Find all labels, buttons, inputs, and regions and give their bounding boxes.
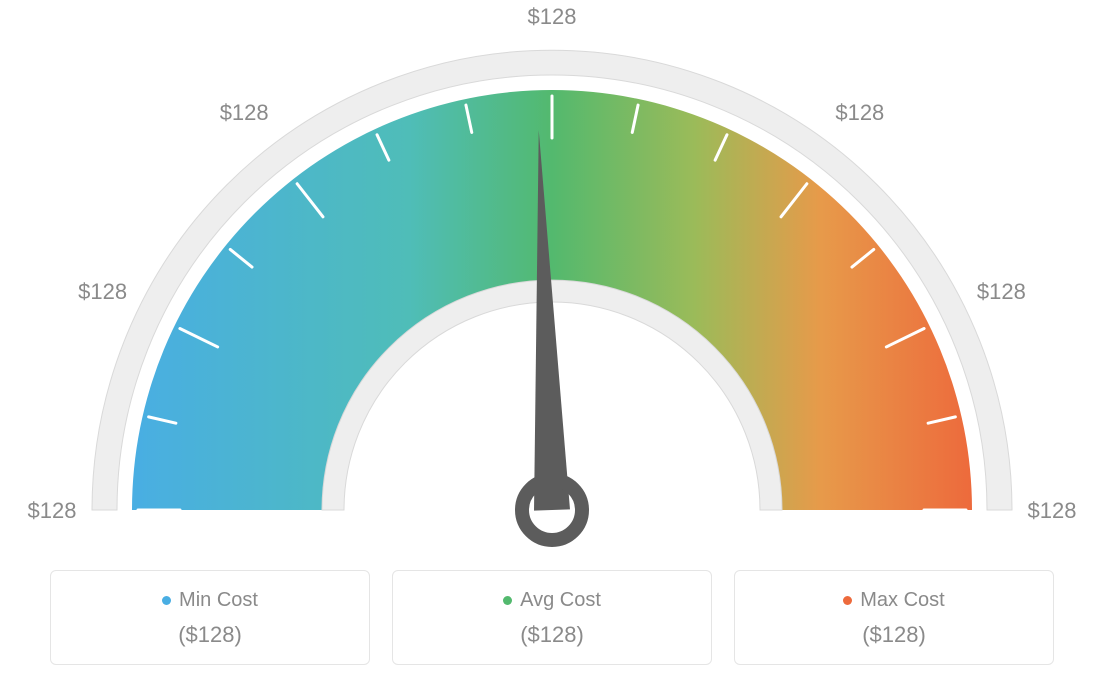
svg-text:$128: $128 [835,100,884,125]
legend-min-title: Min Cost [162,589,258,612]
legend-row: Min Cost ($128) Avg Cost ($128) Max Cost… [0,570,1104,665]
legend-avg-value: ($128) [403,622,701,648]
dot-icon [162,596,171,605]
dot-icon [503,596,512,605]
legend-min-value: ($128) [61,622,359,648]
legend-max-title: Max Cost [843,589,944,612]
svg-text:$128: $128 [1028,498,1077,523]
legend-min-label: Min Cost [179,589,258,612]
legend-max-value: ($128) [745,622,1043,648]
legend-max-label: Max Cost [860,589,944,612]
svg-text:$128: $128 [28,498,77,523]
gauge-svg: $128 $128 $128 $128 $128 $128 $128 [0,0,1104,560]
dot-icon [843,596,852,605]
svg-text:$128: $128 [977,279,1026,304]
svg-text:$128: $128 [78,279,127,304]
svg-text:$128: $128 [528,4,577,29]
svg-text:$128: $128 [220,100,269,125]
legend-min: Min Cost ($128) [50,570,370,665]
legend-avg-title: Avg Cost [503,589,601,612]
gauge-chart: $128 $128 $128 $128 $128 $128 $128 [0,0,1104,560]
legend-avg: Avg Cost ($128) [392,570,712,665]
legend-avg-label: Avg Cost [520,589,601,612]
legend-max: Max Cost ($128) [734,570,1054,665]
